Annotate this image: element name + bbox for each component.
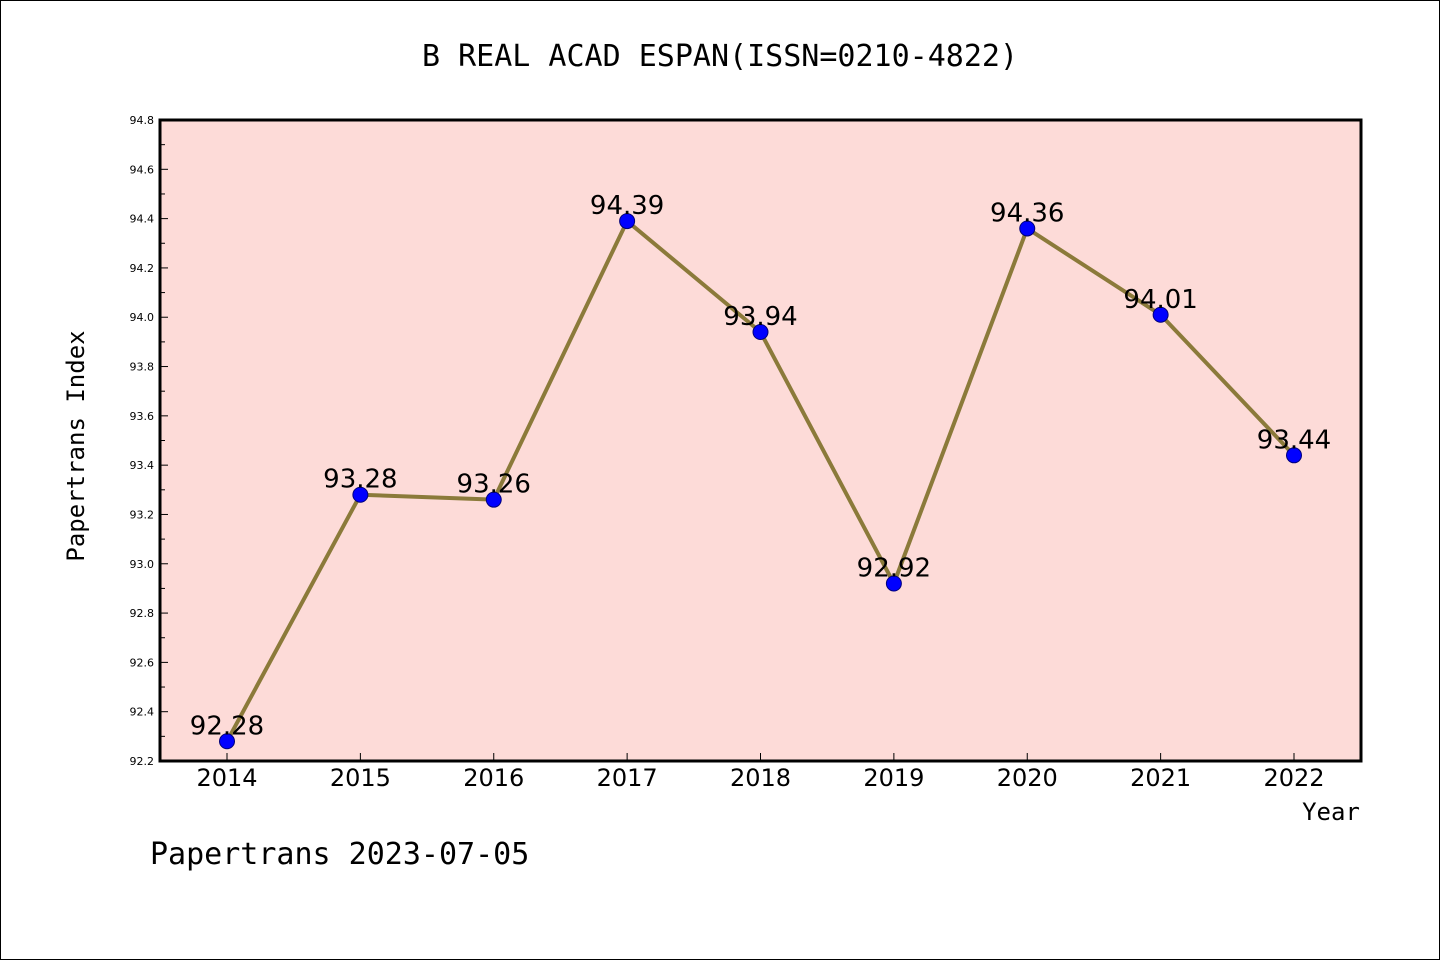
- y-tick-label: 92.4: [130, 706, 155, 719]
- footer-caption: Papertrans 2023-07-05: [150, 837, 529, 872]
- y-tick-label: 93.8: [130, 361, 155, 374]
- data-point: [619, 213, 636, 230]
- x-tick-label: 2021: [1130, 764, 1191, 792]
- data-point: [1152, 306, 1169, 323]
- y-tick-label: 94.4: [130, 213, 155, 226]
- y-tick-label: 93.6: [130, 410, 155, 423]
- data-label: 92.28: [190, 711, 264, 741]
- data-label: 92.92: [857, 553, 931, 583]
- x-axis-title: Year: [1302, 798, 1360, 826]
- y-tick-label: 92.2: [130, 755, 155, 768]
- data-point: [885, 575, 902, 592]
- x-tick-label: 2014: [196, 764, 257, 792]
- x-tick-label: 2020: [997, 764, 1058, 792]
- data-point: [1019, 220, 1036, 237]
- series-papertrans-index: [219, 213, 1302, 750]
- x-tick-label: 2017: [597, 764, 658, 792]
- y-axis-title: Papertrans Index: [62, 330, 90, 561]
- x-tick-label: 2022: [1263, 764, 1324, 792]
- data-label: 93.28: [323, 465, 397, 495]
- data-label: 93.94: [723, 302, 797, 332]
- data-point: [485, 491, 502, 508]
- y-tick-label: 93.0: [130, 558, 155, 571]
- y-tick-label: 94.8: [130, 114, 155, 127]
- data-point: [752, 324, 769, 341]
- data-label: 94.01: [1123, 285, 1197, 315]
- plot-border: [158, 118, 1363, 763]
- x-tick-label: 2015: [330, 764, 391, 792]
- data-labels: 92.28 93.28 93.26 94.39 93.94 92.92 94.36 94.01…: [190, 191, 1331, 741]
- data-label: 93.26: [457, 470, 531, 500]
- chart-title: B REAL ACAD ESPAN(ISSN=0210-4822): [422, 39, 1018, 74]
- data-label: 93.44: [1257, 425, 1331, 455]
- y-tick-label: 92.6: [130, 656, 155, 669]
- y-tick-label: 94.6: [130, 163, 155, 176]
- data-label: 94.36: [990, 198, 1064, 228]
- x-tick-label: 2016: [463, 764, 524, 792]
- y-tick-label: 94.2: [130, 262, 155, 275]
- x-axis: 2014 2015 2016 2017 2018 2019 2020 2021 2022: [196, 753, 1325, 792]
- plot-area: [160, 120, 1361, 761]
- x-tick-label: 2018: [730, 764, 791, 792]
- data-point: [219, 733, 235, 750]
- y-tick-label: 93.2: [130, 508, 155, 521]
- data-point: [352, 486, 369, 503]
- x-tick-label: 2019: [863, 764, 924, 792]
- y-tick-label: 92.8: [130, 607, 155, 620]
- y-tick-label: 94.0: [130, 311, 155, 324]
- data-label: 94.39: [590, 191, 664, 221]
- data-point: [1286, 447, 1302, 464]
- y-tick-label: 93.4: [130, 459, 155, 472]
